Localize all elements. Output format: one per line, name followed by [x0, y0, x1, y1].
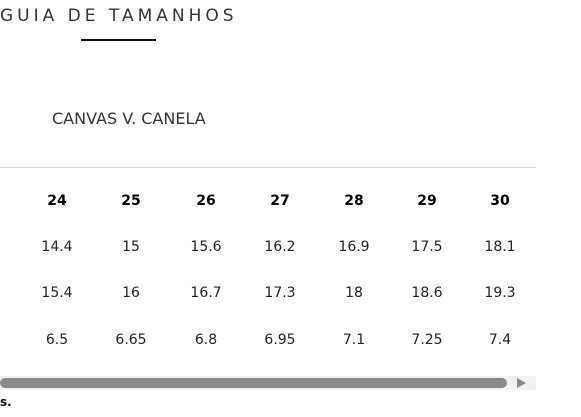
scroll-right-arrow[interactable]	[517, 378, 526, 388]
title-underline	[81, 39, 156, 41]
table-cell: 17.3	[264, 285, 296, 301]
column-header: 28	[344, 193, 364, 209]
table-cell: 17.5	[411, 239, 443, 255]
column-header: 25	[121, 193, 141, 209]
divider	[0, 167, 536, 168]
table-cell: 18.1	[484, 239, 516, 255]
table-cell: 19.3	[484, 285, 516, 301]
table-cell: 16.2	[264, 239, 296, 255]
table-cell: 6.65	[115, 332, 147, 348]
table-cell: 6.8	[194, 332, 218, 348]
table-cell: 7.4	[488, 332, 512, 348]
table-cell: 16.7	[190, 285, 222, 301]
table-cell: 14.4	[41, 239, 73, 255]
table-cell: 7.25	[411, 332, 443, 348]
table-cell: 18.6	[411, 285, 443, 301]
subtitle: CANVAS V. CANELA	[52, 109, 206, 128]
table-cell: 7.1	[342, 332, 366, 348]
column-header: 27	[270, 193, 290, 209]
column-header: 30	[490, 193, 510, 209]
table-cell: 6.5	[45, 332, 69, 348]
table-cell: 15	[122, 239, 140, 255]
table-cell: 6.95	[264, 332, 296, 348]
scrollbar-thumb[interactable]	[0, 378, 507, 388]
column-header: 26	[196, 193, 216, 209]
table-cell: 18	[345, 285, 363, 301]
table-cell: 16	[122, 285, 140, 301]
footer-text: s.	[0, 395, 12, 409]
column-header: 29	[417, 193, 437, 209]
table-cell: 16.9	[338, 239, 370, 255]
table-cell: 15.6	[190, 239, 222, 255]
column-header: 24	[47, 193, 67, 209]
table-cell: 15.4	[41, 285, 73, 301]
title: GUIA DE TAMANHOS	[0, 6, 238, 26]
